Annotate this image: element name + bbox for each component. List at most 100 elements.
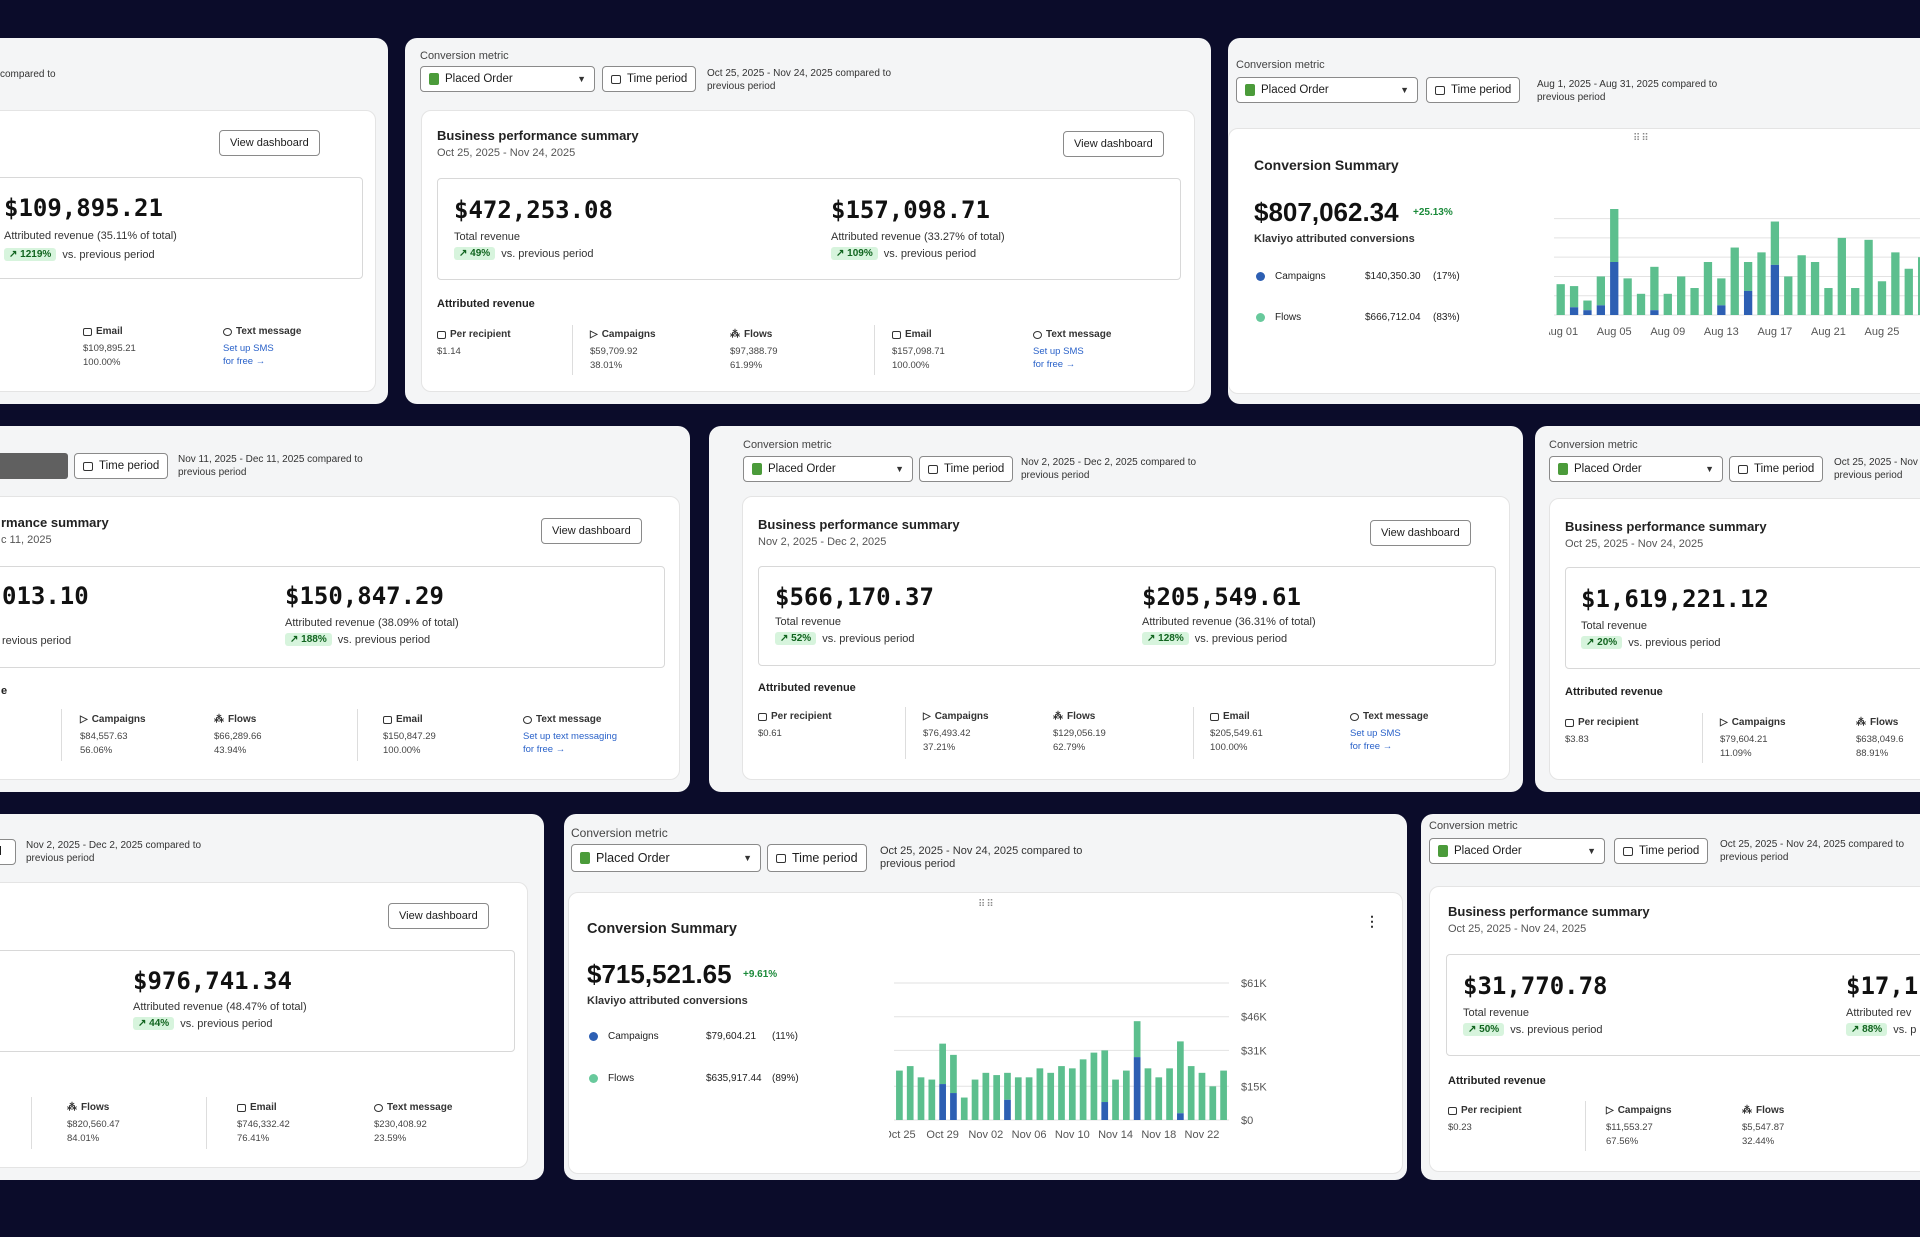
bar-flows[interactable]: [1144, 1068, 1152, 1120]
bar-flows[interactable]: [1004, 1072, 1011, 1100]
bar-flows[interactable]: [1596, 276, 1606, 306]
bar-flows[interactable]: [1824, 288, 1833, 315]
bar-flows[interactable]: [906, 1066, 914, 1120]
bar-flows[interactable]: [1036, 1068, 1044, 1120]
bar-flows[interactable]: [1851, 288, 1860, 315]
metric-select[interactable]: Placed Order ▼: [1549, 456, 1723, 482]
bar-campaigns[interactable]: [1101, 1102, 1109, 1120]
bar-flows[interactable]: [1014, 1077, 1022, 1120]
bar-campaigns[interactable]: [1596, 305, 1606, 315]
bar-campaigns[interactable]: [1717, 305, 1726, 315]
bar-flows[interactable]: [1090, 1052, 1098, 1120]
bar-flows[interactable]: [1209, 1086, 1217, 1120]
bar-campaigns[interactable]: [1770, 264, 1780, 315]
bar-flows[interactable]: [1770, 221, 1780, 265]
metric-select[interactable]: Placed Order ▼: [1429, 838, 1605, 864]
bar-flows[interactable]: [1068, 1068, 1076, 1120]
bar-flows[interactable]: [1703, 262, 1713, 315]
bar-flows[interactable]: [1112, 1079, 1119, 1120]
bar-flows[interactable]: [1650, 266, 1659, 311]
bar-flows[interactable]: [917, 1077, 925, 1120]
bar-campaigns[interactable]: [1004, 1099, 1011, 1120]
time-period-button[interactable]: Time period: [919, 456, 1014, 482]
drag-handle-icon[interactable]: ⠿⠿: [978, 899, 995, 910]
time-period-button[interactable]: Time period: [767, 844, 867, 872]
metric-select[interactable]: Placed Order ▼: [420, 66, 595, 92]
time-period-button[interactable]: od: [0, 839, 16, 865]
bar-flows[interactable]: [1610, 209, 1619, 262]
bar-flows[interactable]: [1797, 255, 1806, 315]
bar-flows[interactable]: [1677, 276, 1686, 315]
bar-campaigns[interactable]: [1133, 1057, 1141, 1120]
bar-flows[interactable]: [960, 1097, 968, 1120]
bar-flows[interactable]: [1690, 288, 1699, 315]
view-dashboard-button[interactable]: View dashboard: [1370, 520, 1471, 546]
bar-flows[interactable]: [1155, 1077, 1163, 1120]
setup-text-link[interactable]: Set up text messaging: [523, 731, 617, 742]
view-dashboard-button[interactable]: View dashboard: [541, 518, 642, 544]
metric-select[interactable]: Placed Order ▼: [1236, 77, 1418, 103]
bar-campaigns[interactable]: [1583, 310, 1592, 315]
bar-flows[interactable]: [982, 1072, 990, 1120]
bar-flows[interactable]: [1101, 1050, 1109, 1103]
bar-flows[interactable]: [1784, 276, 1793, 315]
bar-flows[interactable]: [1757, 252, 1766, 315]
bar-flows[interactable]: [1877, 281, 1887, 315]
bar-flows[interactable]: [1663, 293, 1672, 315]
time-period-button[interactable]: Time period: [602, 66, 697, 92]
time-period-button[interactable]: Time period: [74, 453, 169, 479]
bar-campaigns[interactable]: [939, 1084, 946, 1120]
bar-flows[interactable]: [1810, 262, 1820, 315]
bar-flows[interactable]: [971, 1079, 979, 1120]
bar-flows[interactable]: [1904, 268, 1913, 315]
bar-flows[interactable]: [1556, 284, 1565, 315]
bar-campaigns[interactable]: [950, 1093, 957, 1120]
setup-sms-link[interactable]: Set up SMS: [1033, 346, 1084, 357]
bar-flows[interactable]: [1623, 278, 1632, 315]
bar-flows[interactable]: [1025, 1077, 1033, 1120]
bar-flows[interactable]: [1187, 1066, 1195, 1120]
bar-flows[interactable]: [1636, 293, 1646, 315]
bar-flows[interactable]: [1583, 300, 1592, 311]
bar-flows[interactable]: [1891, 252, 1900, 315]
bar-campaigns[interactable]: [1743, 290, 1753, 315]
metric-select-clipped[interactable]: [0, 453, 68, 479]
bar-flows[interactable]: [1730, 247, 1739, 315]
setup-sms-link[interactable]: Set up SMS: [1350, 728, 1401, 739]
bar-flows[interactable]: [896, 1070, 903, 1120]
bar-flows[interactable]: [1047, 1072, 1055, 1120]
bar-flows[interactable]: [1122, 1070, 1130, 1120]
time-period-button[interactable]: Time period: [1729, 456, 1824, 482]
bar-flows[interactable]: [1717, 278, 1726, 306]
metric-select[interactable]: Placed Order ▼: [743, 456, 913, 482]
drag-handle-icon[interactable]: ⠿⠿: [1633, 133, 1650, 144]
bar-flows[interactable]: [1166, 1068, 1173, 1120]
for-free-link[interactable]: for free →: [223, 356, 266, 367]
for-free-link[interactable]: for free →: [523, 744, 566, 755]
bar-flows[interactable]: [1220, 1070, 1227, 1120]
bar-campaigns[interactable]: [1569, 307, 1579, 315]
bar-flows[interactable]: [950, 1054, 957, 1094]
bar-flows[interactable]: [1079, 1059, 1087, 1120]
bar-flows[interactable]: [928, 1079, 936, 1120]
bar-flows[interactable]: [1864, 239, 1873, 315]
bar-campaigns[interactable]: [1610, 262, 1619, 315]
bar-flows[interactable]: [1133, 1021, 1141, 1058]
bar-flows[interactable]: [1837, 237, 1846, 315]
time-period-button[interactable]: Time period: [1614, 838, 1709, 864]
setup-sms-link[interactable]: Set up SMS: [223, 343, 274, 354]
more-menu-icon[interactable]: ⋮: [1365, 913, 1379, 929]
view-dashboard-button[interactable]: View dashboard: [219, 130, 320, 156]
bar-flows[interactable]: [1743, 262, 1753, 291]
bar-campaigns[interactable]: [1650, 310, 1659, 315]
bar-flows[interactable]: [1198, 1072, 1206, 1120]
view-dashboard-button[interactable]: View dashboard: [1063, 131, 1164, 157]
bar-flows[interactable]: [1917, 257, 1920, 315]
metric-select[interactable]: Placed Order ▼: [571, 844, 761, 872]
for-free-link[interactable]: for free →: [1033, 359, 1076, 370]
bar-flows[interactable]: [1058, 1066, 1065, 1120]
time-period-button[interactable]: Time period: [1426, 77, 1521, 103]
bar-flows[interactable]: [1569, 286, 1579, 308]
bar-campaigns[interactable]: [1177, 1113, 1184, 1120]
for-free-link[interactable]: for free →: [1350, 741, 1393, 752]
